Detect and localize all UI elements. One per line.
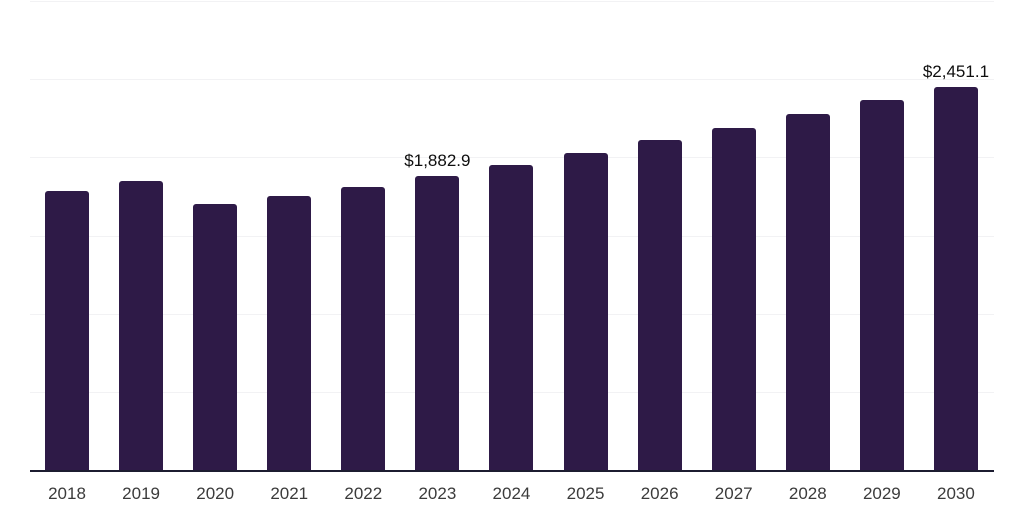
x-tick-label-2026: 2026 (640, 484, 679, 503)
x-tick-label-2022: 2022 (344, 484, 383, 503)
x-tick-label-2024: 2024 (492, 484, 531, 503)
bars-container: $1,882.9 $2,451.1 (30, 1, 994, 470)
x-tick-label-2025: 2025 (566, 484, 605, 503)
x-tick-label-2028: 2028 (788, 484, 827, 503)
x-axis-line (30, 470, 994, 472)
x-tick-label-2020: 2020 (196, 484, 235, 503)
bar-2021 (267, 195, 312, 470)
bar-2018 (45, 190, 89, 470)
bar-value-label-2023: $1,882.9 (404, 150, 471, 170)
bar-2019 (119, 180, 164, 470)
bar-2027 (711, 127, 756, 470)
x-tick-label-2018: 2018 (48, 484, 86, 503)
bar-2030: $2,451.1 (923, 63, 989, 470)
x-tick-label-2030: 2030 (937, 484, 975, 503)
bar-2026 (637, 140, 682, 470)
x-tick-label-2021: 2021 (270, 484, 309, 503)
gridline-3000 (30, 1, 994, 2)
bar-2022 (341, 187, 386, 470)
x-axis-tick-labels: 2018 2019 2020 2021 2022 2023 2024 2025 2026 2027… (30, 472, 994, 504)
gridline-2500 (30, 79, 994, 81)
bar-2028 (785, 114, 830, 470)
bar-value-label-2030: $2,451.1 (922, 61, 990, 81)
bar-2025 (563, 152, 608, 470)
x-tick-label-2029: 2029 (862, 484, 901, 503)
x-tick-label-2023: 2023 (418, 484, 457, 503)
bar-2020 (193, 204, 238, 470)
x-tick-label-2019: 2019 (122, 484, 160, 503)
plot-area: $1,882.9 $2,451.1 (30, 1, 994, 470)
bar-2024 (489, 165, 534, 470)
x-tick-label-2027: 2027 (714, 484, 753, 503)
bar-2029 (859, 99, 904, 470)
bar-2023: $1,882.9 (404, 152, 470, 470)
gridline-2000 (30, 157, 994, 159)
